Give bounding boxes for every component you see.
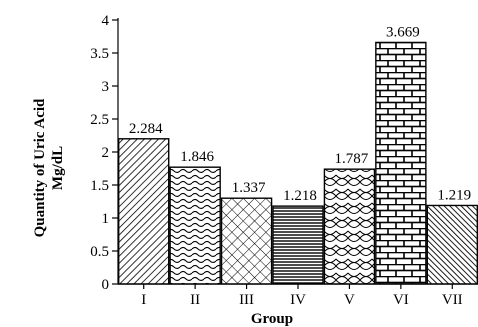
- x-tick-label-VII: VII: [442, 292, 463, 308]
- value-label-V: 1.787: [335, 151, 369, 167]
- y-tick-label: 4: [102, 13, 110, 29]
- value-labels: 2.284 1.846 1.337 1.218 1.787 3.669 1.219: [129, 24, 471, 204]
- x-axis: I II III IV V VI VII: [118, 283, 478, 308]
- bar-III: [220, 197, 273, 285]
- value-label-VII: 1.219: [437, 187, 471, 203]
- value-label-III: 1.337: [232, 180, 266, 196]
- value-label-II: 1.846: [180, 149, 214, 165]
- y-tick-label: 3: [102, 79, 110, 95]
- y-tick-label: 2.5: [90, 112, 109, 128]
- bar-I: [117, 138, 170, 285]
- y-tick-label: 0.5: [90, 244, 109, 260]
- y-axis-title: Quantity of Uric Acid Mg/dL: [32, 98, 66, 237]
- x-tick-label-III: III: [239, 292, 254, 308]
- value-label-IV: 1.218: [283, 188, 317, 204]
- x-tick-label-VI: VI: [393, 292, 409, 308]
- y-axis-title-line-1: Quantity of Uric Acid: [32, 98, 48, 237]
- bars: [117, 41, 478, 285]
- x-tick-label-V: V: [344, 292, 355, 308]
- bar-VI: [375, 41, 427, 285]
- y-tick-label: 0: [102, 277, 110, 293]
- y-axis-title-line-2: Mg/dL: [50, 146, 66, 190]
- bar-IV: [272, 205, 324, 285]
- value-label-I: 2.284: [129, 121, 163, 137]
- bar-V: [323, 168, 376, 285]
- x-tick-label-II: II: [190, 292, 200, 308]
- y-tick-label: 3.5: [90, 46, 109, 62]
- x-tick-label-I: I: [141, 292, 146, 308]
- bar-VII: [426, 204, 478, 285]
- x-tick-label-IV: IV: [290, 292, 306, 308]
- value-label-VI: 3.669: [386, 24, 420, 40]
- x-axis-title: Group: [251, 311, 293, 327]
- bar-II: [169, 166, 221, 285]
- y-axis: 0 0.5 1 1.5 2 2.5 3 3.5 4: [90, 13, 119, 293]
- y-tick-label: 1.5: [90, 178, 109, 194]
- y-tick-label: 1: [102, 211, 110, 227]
- y-tick-label: 2: [102, 145, 110, 161]
